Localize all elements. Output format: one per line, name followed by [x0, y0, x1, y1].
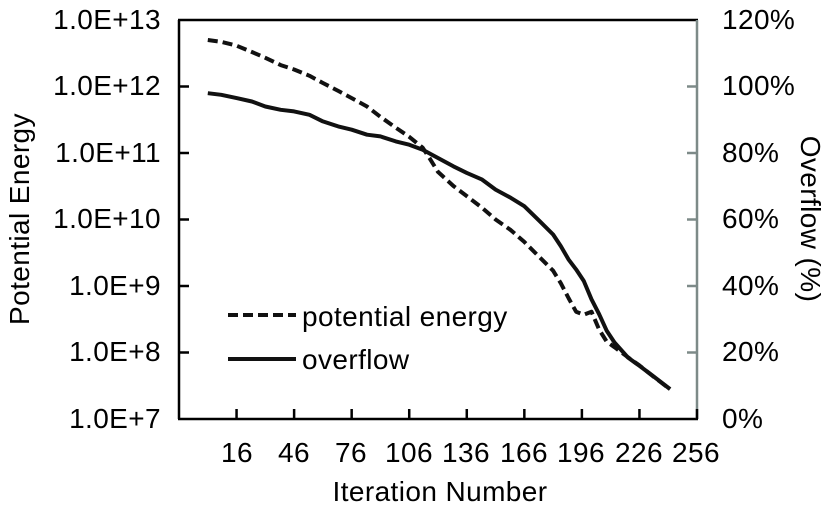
right-axis-title: Overflow (%) — [795, 135, 826, 303]
series-line-overflow — [207, 91, 672, 391]
series-line-potential-energy — [207, 38, 672, 391]
x-axis-title: Iteration Number — [332, 476, 548, 507]
left-tick-label: 1.0E+7 — [69, 403, 161, 434]
right-tick-label: 40% — [722, 270, 780, 301]
x-tick-label: 196 — [557, 437, 605, 468]
x-tick-label: 16 — [221, 437, 253, 468]
x-tick-label: 46 — [278, 437, 310, 468]
x-tick-label: 76 — [335, 437, 367, 468]
left-tick-label: 1.0E+8 — [69, 336, 161, 367]
x-tick-label: 226 — [615, 437, 663, 468]
right-tick-label: 120% — [722, 4, 796, 35]
left-axis-title: Potential Energy — [4, 113, 35, 325]
legend-label-potential-energy: potential energy — [302, 301, 508, 332]
left-tick-label: 1.0E+10 — [53, 203, 161, 234]
left-tick-label: 1.0E+11 — [55, 137, 161, 168]
x-tick-label: 166 — [500, 437, 548, 468]
x-tick-label: 106 — [385, 437, 433, 468]
legend-label-overflow: overflow — [302, 344, 410, 375]
right-tick-label: 60% — [722, 203, 780, 234]
right-tick-label: 80% — [722, 137, 780, 168]
right-tick-label: 0% — [722, 403, 764, 434]
x-tick-label: 136 — [442, 437, 490, 468]
left-tick-label: 1.0E+13 — [53, 4, 161, 35]
left-tick-label: 1.0E+9 — [69, 270, 161, 301]
x-tick-label: 256 — [672, 437, 720, 468]
left-tick-label: 1.0E+12 — [53, 70, 161, 101]
right-tick-label: 100% — [722, 70, 796, 101]
right-tick-label: 20% — [722, 336, 780, 367]
